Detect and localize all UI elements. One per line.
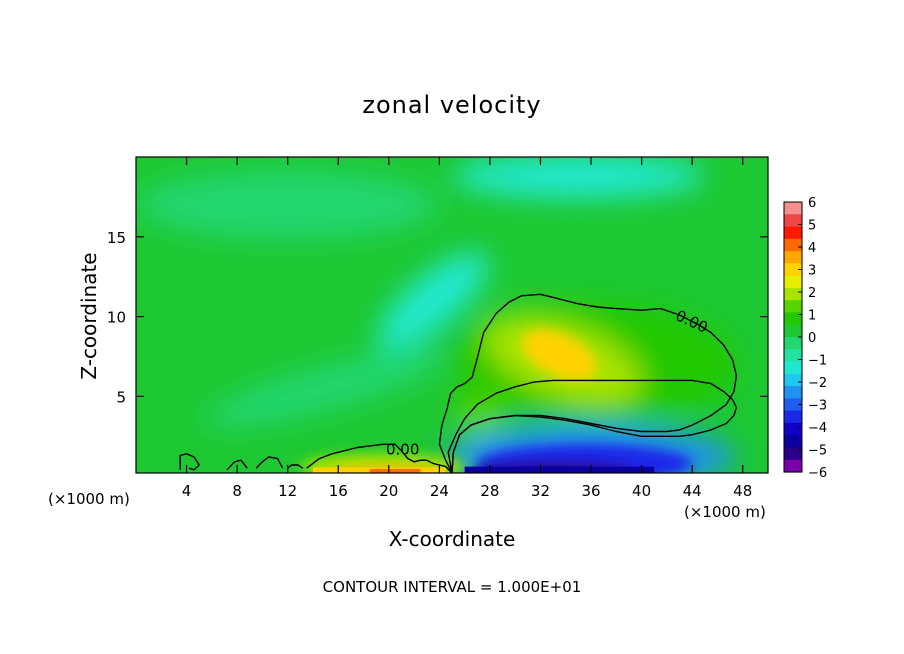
y-tick-label: 15 (107, 229, 126, 247)
x-tick-label: 12 (278, 482, 297, 500)
contour-line-4 (226, 459, 248, 471)
colorbar-swatch (784, 361, 802, 375)
x-tick-label: 40 (632, 482, 651, 500)
colorbar-swatch (784, 349, 802, 363)
colorbar-swatch (784, 287, 802, 301)
region-positive-core (521, 329, 598, 381)
region-mid-negative (377, 251, 489, 350)
contour-line-6 (287, 464, 304, 469)
colorbar-label: 1 (808, 309, 816, 324)
colorbar-swatch (784, 226, 802, 240)
region-weak-band (203, 349, 448, 428)
x-tick-label: 4 (182, 482, 192, 500)
colorbar-swatch (784, 398, 802, 412)
velocity-field (136, 157, 768, 473)
contour-line-3 (179, 453, 200, 471)
colorbar-label: −1 (808, 354, 827, 369)
x-unit-left: (×1000 m) (48, 490, 130, 508)
contour-label-lower: 0.00 (386, 441, 419, 459)
contour-line-1 (438, 293, 738, 473)
x-tick-label: 44 (683, 482, 702, 500)
contour-interval-note: CONTOUR INTERVAL = 1.000E+01 (323, 578, 582, 596)
contour-line-5 (255, 456, 284, 469)
colorbar-label: 4 (808, 241, 816, 256)
colorbar-swatch (784, 202, 802, 215)
colorbar: 6 5 4 3 2 1 0 −1 −2 −3 −4 −5 −6 (783, 196, 827, 481)
x-axis-label: X-coordinate (389, 527, 516, 551)
y-tick-label: 10 (107, 309, 126, 327)
y-tick-label: 5 (116, 388, 126, 406)
colorbar-swatch (784, 337, 802, 350)
colorbar-swatch (784, 324, 802, 338)
colorbar-label: −3 (808, 399, 827, 414)
colorbar-swatch (784, 263, 802, 277)
colorbar-label: −5 (808, 444, 827, 459)
contour-line-2 (306, 443, 453, 473)
x-tick-label: 32 (531, 482, 550, 500)
x-ticks: 4 8 12 16 20 24 28 32 36 40 44 48 (182, 157, 752, 500)
x-tick-label: 48 (733, 482, 752, 500)
colorbar-label: 6 (808, 196, 816, 211)
y-axis-label: Z-coordinate (77, 252, 101, 379)
colorbar-swatch (784, 238, 802, 252)
colorbar-label: 0 (808, 331, 816, 346)
contour-line-0 (447, 379, 738, 473)
x-tick-label: 20 (379, 482, 398, 500)
colorbar-swatch (784, 312, 802, 326)
colorbar-swatch (784, 422, 802, 436)
y-ticks: 5 10 15 (107, 229, 768, 406)
x-tick-label: 28 (480, 482, 499, 500)
region-surface-jet-outer (300, 453, 465, 473)
x-tick-label: 8 (232, 482, 242, 500)
colorbar-label: 2 (808, 286, 816, 301)
colorbar-swatch (784, 447, 802, 461)
colorbar-label: 3 (808, 264, 816, 279)
region-upper-weak (136, 169, 440, 240)
colorbar-label: −6 (808, 466, 827, 481)
x-tick-label: 16 (329, 482, 348, 500)
colorbar-swatch (784, 459, 802, 473)
colorbar-swatch (784, 275, 802, 289)
x-tick-label: 24 (430, 482, 449, 500)
colorbar-swatch (784, 386, 802, 399)
chart-title: zonal velocity (362, 91, 541, 119)
colorbar-swatch (784, 435, 802, 449)
colorbar-swatch (784, 410, 802, 424)
colorbar-swatch (784, 251, 802, 264)
colorbar-label: −2 (808, 376, 827, 391)
region-upper-negative (452, 157, 705, 199)
surface-jet-max (369, 469, 421, 473)
colorbar-swatch (784, 300, 802, 314)
contour-lines (179, 293, 738, 473)
colorbar-label: 5 (808, 219, 816, 234)
colorbar-swatch (784, 373, 802, 387)
colorbar-label: −4 (808, 421, 827, 436)
plot-frame (135, 156, 769, 474)
x-tick-label: 36 (581, 482, 600, 500)
region-left-lobe (458, 394, 504, 446)
colorbar-swatch (784, 214, 802, 228)
x-unit-right: (×1000 m) (684, 503, 766, 521)
return-flow-strip (464, 466, 655, 473)
